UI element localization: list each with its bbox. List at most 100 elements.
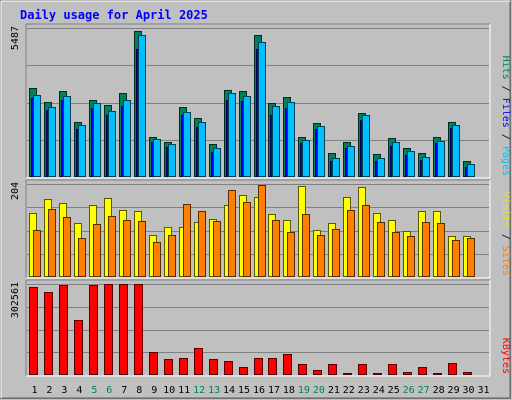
panel-max-label: 302561 <box>10 282 21 318</box>
bar-sites-day-16 <box>258 185 266 277</box>
bar-pages-day-21 <box>332 158 340 177</box>
bar-kbytes-day-8 <box>134 284 143 375</box>
bar-sites-day-22 <box>347 210 355 277</box>
bar-kbytes-day-11 <box>179 358 188 375</box>
bar-kbytes-day-15 <box>239 367 248 375</box>
bar-kbytes-day-26 <box>403 372 412 375</box>
bar-sites-day-12 <box>198 211 206 277</box>
x-tick-label: 19 <box>298 385 310 396</box>
legend-separator: / <box>500 128 511 146</box>
x-tick-label: 4 <box>76 385 82 396</box>
bar-pages-day-18 <box>287 102 295 177</box>
bar-sites-day-23 <box>362 205 370 277</box>
bar-sites-day-9 <box>153 242 161 277</box>
bar-sites-day-3 <box>63 217 71 277</box>
series-kbytes <box>29 284 472 375</box>
x-tick-label: 31 <box>477 385 489 396</box>
chart-panels: 5487 Hits / Files / Pages 204 Visits / Site… <box>10 23 511 377</box>
bar-pages-day-13 <box>213 148 221 177</box>
bar-sites-day-26 <box>407 236 415 277</box>
panel-axis-legend: KBytes <box>500 338 511 374</box>
bar-kbytes-day-24 <box>373 373 382 375</box>
bar-pages-day-7 <box>123 100 131 177</box>
x-tick-label: 26 <box>403 385 415 396</box>
panel-visits-sites: 204 Visits / Sites <box>10 179 511 279</box>
bar-kbytes-day-25 <box>388 364 397 375</box>
bar-kbytes-day-10 <box>164 359 173 375</box>
x-tick-label: 27 <box>418 385 430 396</box>
bar-sites-day-17 <box>272 220 280 277</box>
bar-kbytes-day-28 <box>433 373 442 375</box>
bar-pages-day-4 <box>78 125 86 177</box>
x-tick-label: 30 <box>463 385 475 396</box>
bar-pages-day-29 <box>452 125 460 177</box>
legend-separator: / <box>500 80 511 98</box>
bar-pages-day-5 <box>93 103 101 177</box>
x-tick-label: 2 <box>46 385 52 396</box>
panel-axis-legend: Visits / Sites <box>500 192 511 276</box>
bar-pages-day-8 <box>138 35 146 177</box>
legend-label-kbytes: KBytes <box>500 338 511 374</box>
panel-max-label: 5487 <box>10 26 21 50</box>
series-sites <box>33 185 475 277</box>
bar-sites-day-27 <box>422 222 430 277</box>
x-tick-label: 18 <box>283 385 295 396</box>
x-tick-label: 23 <box>358 385 370 396</box>
bar-pages-day-2 <box>48 107 56 177</box>
bar-kbytes-day-6 <box>104 284 113 375</box>
x-tick-label: 16 <box>253 385 265 396</box>
x-tick-label: 22 <box>343 385 355 396</box>
x-tick-label: 21 <box>328 385 340 396</box>
bar-pages-day-10 <box>168 144 176 177</box>
bar-pages-day-1 <box>33 95 41 177</box>
bar-kbytes-day-7 <box>119 284 128 375</box>
x-tick-label: 5 <box>91 385 97 396</box>
bar-kbytes-day-13 <box>209 359 218 375</box>
legend-label-sites: Sites <box>500 246 511 276</box>
bar-sites-day-14 <box>228 190 236 277</box>
bar-kbytes-day-23 <box>358 364 367 375</box>
bar-kbytes-day-22 <box>343 373 352 375</box>
bar-pages-day-25 <box>392 142 400 177</box>
bar-pages-day-23 <box>362 115 370 177</box>
bar-pages-day-11 <box>183 112 191 177</box>
legend-label-visits: Visits <box>500 192 511 228</box>
bar-sites-day-24 <box>377 222 385 277</box>
legend-label-hits: Hits <box>500 56 511 80</box>
bar-pages-day-15 <box>243 96 251 177</box>
bar-pages-day-3 <box>63 96 71 177</box>
bar-kbytes-day-3 <box>59 285 68 375</box>
bar-sites-day-15 <box>243 202 251 277</box>
bar-kbytes-day-9 <box>149 352 158 375</box>
x-tick-label: 9 <box>151 385 157 396</box>
bar-sites-day-13 <box>213 221 221 277</box>
bar-kbytes-day-2 <box>44 292 53 375</box>
bar-sites-day-1 <box>33 230 41 277</box>
bar-kbytes-day-20 <box>313 370 322 375</box>
x-tick-label: 7 <box>121 385 127 396</box>
bar-kbytes-day-21 <box>328 364 337 375</box>
bar-sites-day-18 <box>287 232 295 277</box>
series-pages <box>33 35 475 177</box>
x-tick-label: 13 <box>208 385 220 396</box>
bar-pages-day-27 <box>422 157 430 177</box>
x-tick-label: 6 <box>106 385 112 396</box>
bar-kbytes-day-4 <box>74 320 83 375</box>
bar-pages-day-24 <box>377 158 385 177</box>
bar-sites-day-7 <box>123 220 131 277</box>
panel-kbytes: 302561 KBytes <box>10 279 511 377</box>
bar-kbytes-day-1 <box>29 287 38 375</box>
bar-kbytes-day-12 <box>194 348 203 375</box>
bar-kbytes-day-30 <box>463 372 472 375</box>
bar-sites-day-30 <box>467 238 475 277</box>
x-tick-label: 14 <box>223 385 235 396</box>
bar-sites-day-20 <box>317 235 325 277</box>
x-axis-tick-labels: 1 2 3 4 5 6 7 8 9 10 11 12 13 14 15 16 17 18 19 20 21 22 23 24 2… <box>31 385 489 396</box>
x-tick-label: 10 <box>163 385 175 396</box>
bar-sites-day-19 <box>302 214 310 277</box>
bar-kbytes-day-17 <box>268 358 277 375</box>
x-tick-label: 15 <box>238 385 250 396</box>
bar-sites-day-21 <box>332 229 340 277</box>
bar-sites-day-29 <box>452 240 460 277</box>
